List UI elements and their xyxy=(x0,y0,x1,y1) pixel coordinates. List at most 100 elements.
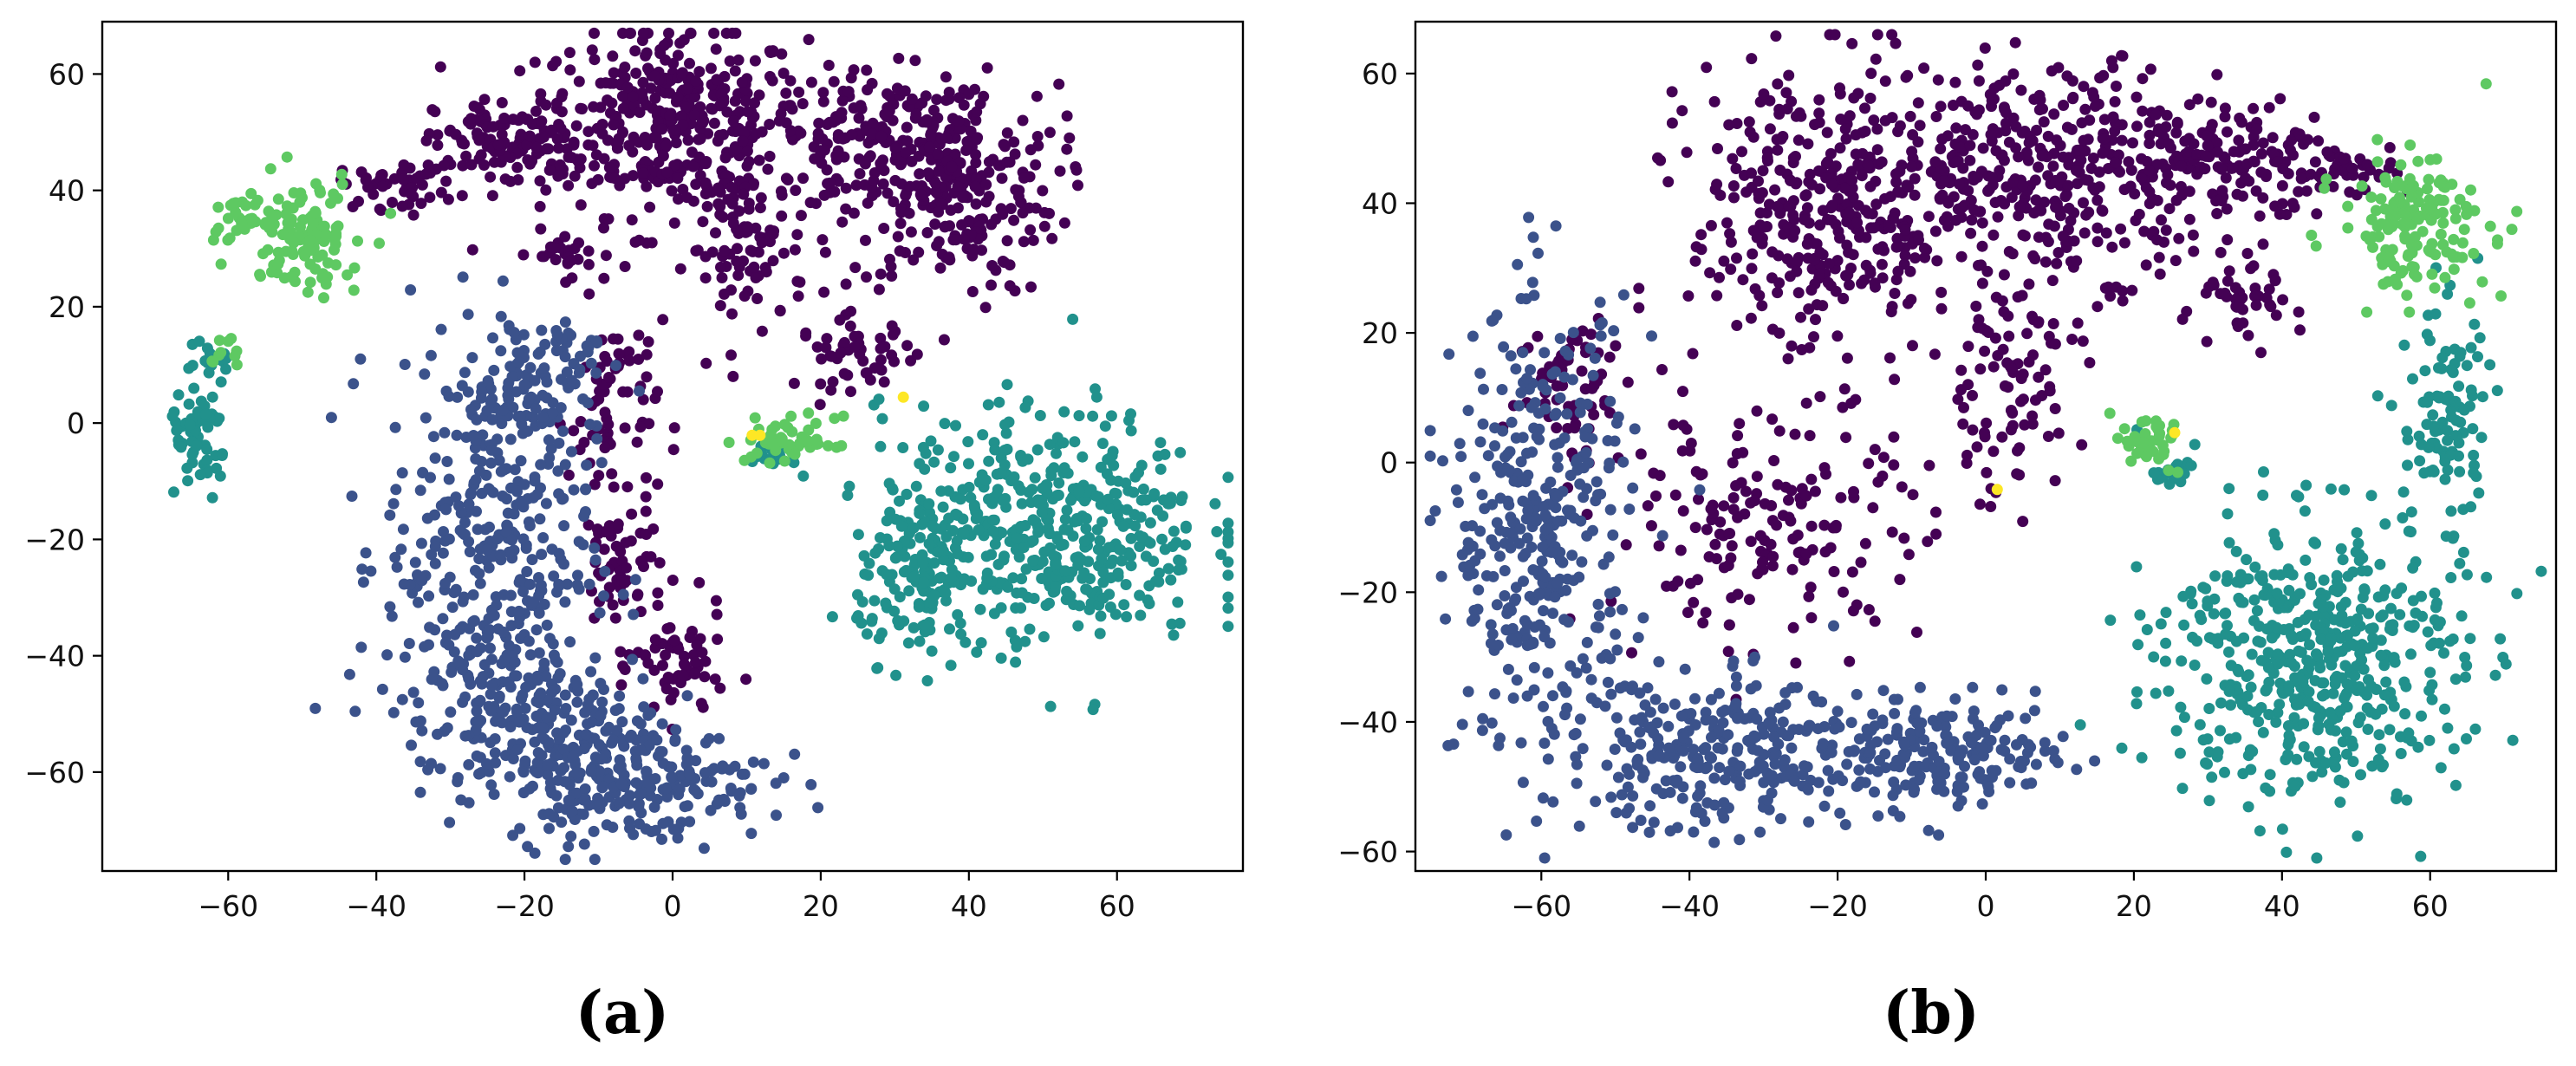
scatter-point xyxy=(666,185,678,197)
scatter-point xyxy=(1745,536,1757,548)
scatter-point xyxy=(471,750,483,762)
scatter-point xyxy=(966,286,979,297)
scatter-point xyxy=(485,642,496,654)
scatter-point xyxy=(1783,69,1795,81)
scatter-point xyxy=(1002,582,1014,593)
scatter-point xyxy=(1841,239,1853,251)
scatter-point xyxy=(921,675,933,686)
scatter-point xyxy=(987,525,999,537)
x-tick-label: 60 xyxy=(1099,889,1135,923)
scatter-point xyxy=(1871,29,1883,41)
scatter-point xyxy=(517,766,530,778)
scatter-point xyxy=(522,841,534,853)
scatter-point xyxy=(1566,549,1578,562)
scatter-point xyxy=(1109,608,1122,621)
scatter-point xyxy=(762,163,774,175)
scatter-point xyxy=(2249,290,2261,302)
scatter-point xyxy=(485,779,498,791)
scatter-point xyxy=(1884,352,1896,364)
scatter-point xyxy=(506,534,517,546)
scatter-point xyxy=(848,64,860,76)
scatter-point xyxy=(1629,423,1641,435)
scatter-point xyxy=(602,94,614,106)
scatter-point xyxy=(1550,407,1562,419)
scatter-point xyxy=(574,162,586,174)
scatter-point xyxy=(347,201,359,212)
scatter-point xyxy=(1805,520,1818,532)
scatter-point xyxy=(482,374,494,387)
scatter-point xyxy=(1754,826,1766,838)
scatter-point xyxy=(2231,188,2243,200)
scatter-point xyxy=(588,825,600,837)
scatter-point xyxy=(816,353,828,365)
scatter-point xyxy=(285,217,297,229)
scatter-point xyxy=(662,672,674,683)
scatter-point xyxy=(891,540,903,552)
scatter-point xyxy=(1094,535,1106,547)
scatter-point xyxy=(788,377,800,389)
scatter-point xyxy=(958,99,970,111)
scatter-point xyxy=(514,65,526,77)
scatter-point xyxy=(2162,169,2174,181)
scatter-point xyxy=(212,201,224,213)
scatter-point xyxy=(577,809,589,820)
scatter-point xyxy=(923,141,935,153)
scatter-point xyxy=(1883,219,1894,231)
scatter-point xyxy=(288,187,300,198)
panel-a-series-0 xyxy=(335,27,1083,735)
scatter-point xyxy=(1137,483,1149,495)
scatter-point xyxy=(217,448,228,460)
scatter-point xyxy=(608,67,620,79)
scatter-point xyxy=(889,174,901,186)
scatter-point xyxy=(933,236,945,248)
scatter-point xyxy=(1753,175,1764,187)
scatter-point xyxy=(543,434,555,446)
scatter-point xyxy=(1727,504,1740,516)
scatter-point xyxy=(1222,602,1234,614)
scatter-point xyxy=(629,236,641,248)
scatter-point xyxy=(325,197,336,209)
scatter-point xyxy=(415,198,427,210)
scatter-point xyxy=(539,338,551,350)
scatter-point xyxy=(2219,111,2231,123)
scatter-point xyxy=(2073,144,2085,156)
scatter-point xyxy=(425,349,437,361)
scatter-point xyxy=(2383,162,2395,174)
scatter-point xyxy=(476,487,488,499)
scatter-point xyxy=(1899,224,1911,236)
scatter-point xyxy=(1756,300,1768,312)
scatter-point xyxy=(2241,158,2254,170)
scatter-point xyxy=(513,356,524,368)
scatter-point xyxy=(2216,185,2228,197)
scatter-point xyxy=(2241,248,2254,259)
scatter-point xyxy=(742,106,754,118)
scatter-point xyxy=(570,120,582,132)
scatter-point xyxy=(1175,495,1187,506)
scatter-point xyxy=(1037,556,1049,568)
scatter-point xyxy=(721,106,733,118)
scatter-point xyxy=(1746,167,1757,179)
scatter-point xyxy=(529,374,541,387)
scatter-point xyxy=(1540,384,1552,396)
scatter-point xyxy=(840,182,852,194)
scatter-point xyxy=(675,110,687,122)
scatter-point xyxy=(946,563,958,575)
scatter-point xyxy=(1527,231,1539,244)
scatter-point xyxy=(518,478,530,491)
scatter-point xyxy=(602,134,614,146)
scatter-point xyxy=(866,613,878,625)
scatter-point xyxy=(681,690,693,702)
scatter-point xyxy=(2076,117,2088,129)
scatter-point xyxy=(2237,317,2249,329)
scatter-point xyxy=(1714,516,1727,528)
scatter-point xyxy=(1174,617,1186,629)
scatter-point xyxy=(814,399,826,411)
scatter-point xyxy=(1692,574,1704,586)
scatter-point xyxy=(511,744,524,756)
scatter-point xyxy=(2026,135,2039,146)
scatter-point xyxy=(1118,599,1130,611)
scatter-point xyxy=(764,150,776,162)
scatter-point xyxy=(1571,666,1583,679)
scatter-point xyxy=(589,854,601,866)
scatter-point xyxy=(2228,146,2240,158)
